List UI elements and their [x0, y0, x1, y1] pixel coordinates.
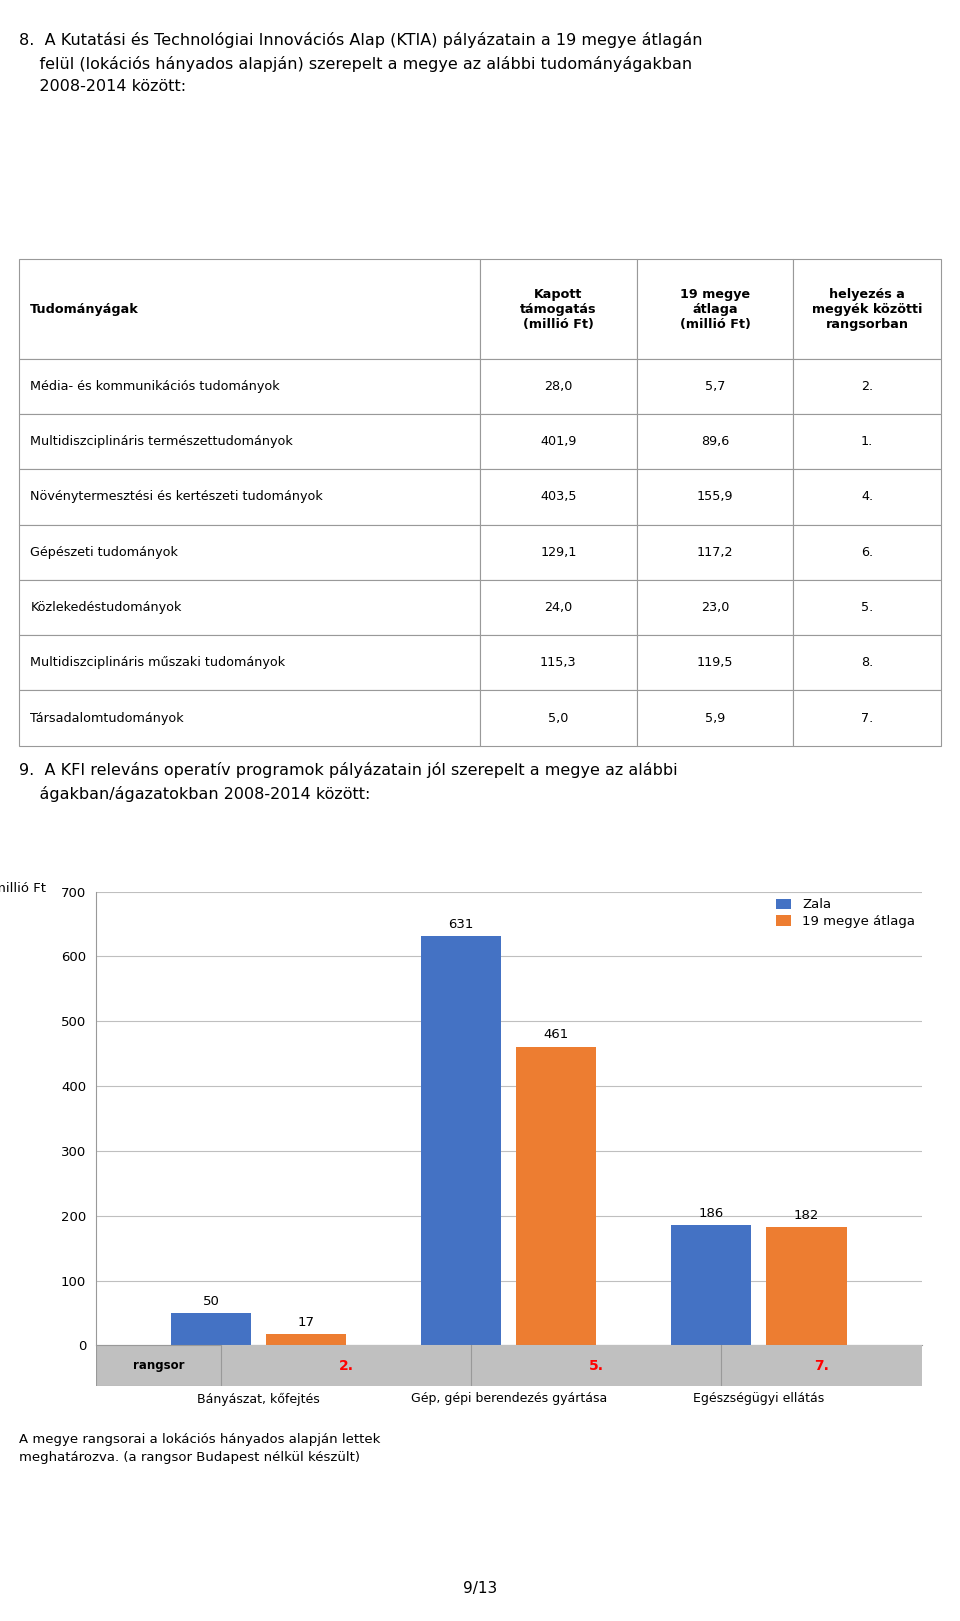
- Bar: [793, 470, 941, 525]
- Text: 9.  A KFI releváns operatív programok pályázatain jól szerepelt a megye az alább: 9. A KFI releváns operatív programok pál…: [19, 762, 678, 802]
- Bar: [636, 580, 793, 635]
- Text: 129,1: 129,1: [540, 546, 577, 559]
- Bar: [636, 635, 793, 691]
- Text: 7.: 7.: [861, 712, 874, 725]
- Text: 2.: 2.: [339, 1358, 353, 1373]
- Text: Bányászat, kőfejtés: Bányászat, kőfejtés: [197, 1392, 320, 1405]
- Bar: [19, 413, 480, 470]
- Bar: [636, 525, 793, 580]
- Text: Társadalomtudományok: Társadalomtudományok: [31, 712, 184, 725]
- Text: 115,3: 115,3: [540, 657, 577, 669]
- Bar: [793, 580, 941, 635]
- Bar: [19, 635, 480, 691]
- Text: 182: 182: [794, 1209, 819, 1222]
- Bar: [671, 1225, 752, 1345]
- Text: 50: 50: [203, 1295, 220, 1308]
- Bar: [793, 259, 941, 358]
- Bar: [722, 1345, 922, 1386]
- Bar: [793, 358, 941, 413]
- Text: 2.: 2.: [861, 379, 874, 392]
- Bar: [636, 470, 793, 525]
- Text: Kapott
támogatás
(millió Ft): Kapott támogatás (millió Ft): [520, 287, 596, 331]
- Text: 6.: 6.: [861, 546, 874, 559]
- Text: 5,9: 5,9: [705, 712, 725, 725]
- Bar: [636, 413, 793, 470]
- Bar: [636, 691, 793, 746]
- Bar: [421, 937, 501, 1345]
- Text: 155,9: 155,9: [697, 491, 733, 504]
- Text: 631: 631: [448, 917, 474, 930]
- Text: Egészségügyi ellátás: Egészségügyi ellátás: [693, 1392, 825, 1405]
- Bar: [171, 1313, 252, 1345]
- Bar: [766, 1227, 847, 1345]
- Text: A megye rangsorai a lokációs hányados alapján lettek
meghatározva. (a rangsor Bu: A megye rangsorai a lokációs hányados al…: [19, 1433, 380, 1464]
- Bar: [480, 470, 636, 525]
- Text: 401,9: 401,9: [540, 434, 577, 449]
- Bar: [19, 470, 480, 525]
- Bar: [480, 413, 636, 470]
- Bar: [19, 525, 480, 580]
- Text: 403,5: 403,5: [540, 491, 577, 504]
- Bar: [480, 259, 636, 358]
- Text: 186: 186: [699, 1206, 724, 1219]
- Bar: [19, 358, 480, 413]
- Text: 119,5: 119,5: [697, 657, 733, 669]
- Text: 5.: 5.: [861, 601, 874, 614]
- Bar: [793, 413, 941, 470]
- Text: Közlekedéstudományok: Közlekedéstudományok: [31, 601, 181, 614]
- Text: 1.: 1.: [861, 434, 874, 449]
- Text: 17: 17: [298, 1316, 315, 1329]
- Bar: [19, 691, 480, 746]
- Text: 24,0: 24,0: [544, 601, 572, 614]
- Bar: [480, 635, 636, 691]
- Text: 5.: 5.: [588, 1358, 604, 1373]
- Text: 23,0: 23,0: [701, 601, 730, 614]
- Text: Média- és kommunikációs tudományok: Média- és kommunikációs tudományok: [31, 379, 280, 392]
- Text: Multidiszciplináris természettudományok: Multidiszciplináris természettudományok: [31, 434, 293, 449]
- Text: 8.: 8.: [861, 657, 874, 669]
- Text: 5,7: 5,7: [705, 379, 725, 392]
- Bar: [636, 259, 793, 358]
- Y-axis label: millió Ft: millió Ft: [0, 882, 46, 895]
- Bar: [19, 580, 480, 635]
- Bar: [19, 259, 480, 358]
- Bar: [793, 635, 941, 691]
- Text: Multidiszciplináris műszaki tudományok: Multidiszciplináris műszaki tudományok: [31, 657, 285, 669]
- Text: 28,0: 28,0: [544, 379, 572, 392]
- Bar: [793, 691, 941, 746]
- Bar: [480, 525, 636, 580]
- Text: 461: 461: [543, 1028, 569, 1041]
- Text: 19 megye
átlaga
(millió Ft): 19 megye átlaga (millió Ft): [680, 287, 751, 331]
- Text: Gépészeti tudományok: Gépészeti tudományok: [31, 546, 179, 559]
- Text: 8.  A Kutatási és Technológiai Innovációs Alap (KTIA) pályázatain a 19 megye átl: 8. A Kutatási és Technológiai Innovációs…: [19, 32, 703, 94]
- Text: 7.: 7.: [814, 1358, 829, 1373]
- Bar: [221, 1345, 471, 1386]
- Bar: [636, 358, 793, 413]
- Text: 9/13: 9/13: [463, 1580, 497, 1597]
- Text: Növénytermesztési és kertészeti tudományok: Növénytermesztési és kertészeti tudomány…: [31, 491, 323, 504]
- Text: 5,0: 5,0: [548, 712, 568, 725]
- Bar: [480, 580, 636, 635]
- Text: Tudományágak: Tudományágak: [31, 303, 139, 316]
- Text: 89,6: 89,6: [701, 434, 730, 449]
- Text: helyezés a
megyék közötti
rangsorban: helyezés a megyék közötti rangsorban: [812, 287, 923, 331]
- Legend: Zala, 19 megye átlaga: Zala, 19 megye átlaga: [776, 898, 915, 929]
- Text: 117,2: 117,2: [697, 546, 733, 559]
- Text: rangsor: rangsor: [132, 1358, 184, 1373]
- Text: 4.: 4.: [861, 491, 874, 504]
- Bar: [480, 691, 636, 746]
- Bar: [471, 1345, 722, 1386]
- Bar: [793, 525, 941, 580]
- Text: Gép, gépi berendezés gyártása: Gép, gépi berendezés gyártása: [411, 1392, 607, 1405]
- Bar: [480, 358, 636, 413]
- Bar: [516, 1047, 596, 1345]
- Bar: [266, 1334, 347, 1345]
